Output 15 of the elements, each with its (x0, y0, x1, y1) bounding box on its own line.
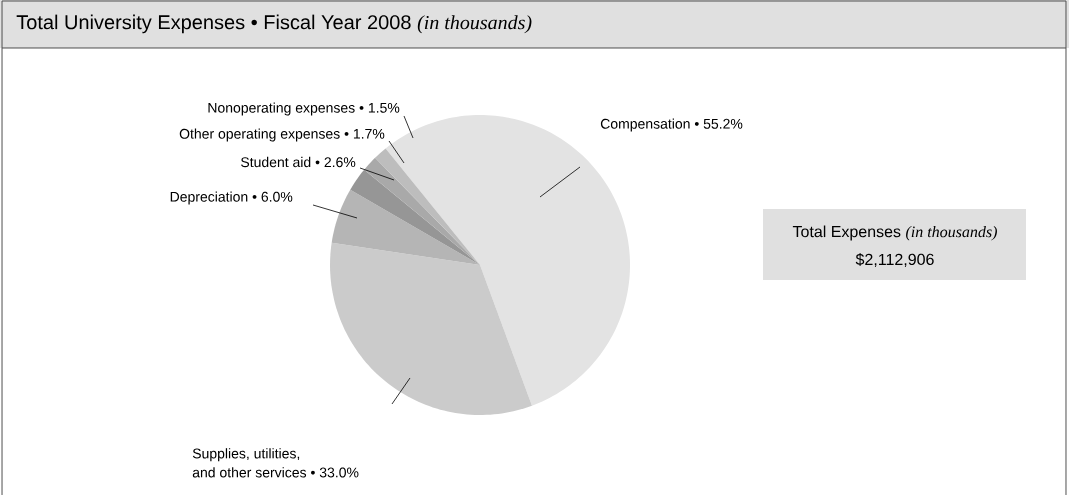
data-label: • 55.2% (694, 118, 743, 129)
slice-label: Depreciation (170, 191, 248, 205)
text: Total Expenses (in thousands) (792, 225, 997, 241)
slice-label: Student aid (241, 156, 311, 167)
text: $2,112,906 (855, 252, 934, 267)
data-label: • 1.7% (344, 128, 385, 139)
data-label: • 33.0% (311, 467, 359, 478)
slice-label: Supplies, utilities, and other services (192, 447, 307, 478)
chart-title: Total University Expenses • Fiscal Year 2008 (in thousands) (16, 14, 532, 34)
slice-label: Compensation (600, 118, 690, 132)
data-label: • 1.5% (359, 102, 400, 113)
slice-label: Nonoperating expenses (208, 102, 355, 116)
data-label: • 6.0% (252, 191, 293, 202)
slice-label: Other operating expenses (179, 128, 340, 142)
data-label: • 2.6% (315, 156, 356, 167)
